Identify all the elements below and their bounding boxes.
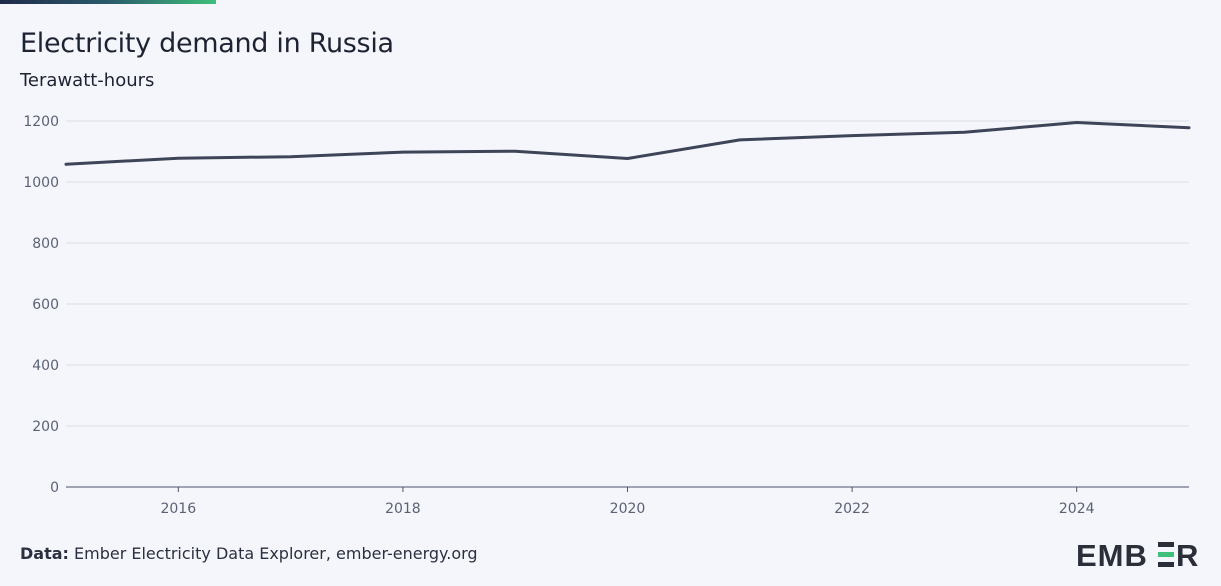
chart-title: Electricity demand in Russia [20, 28, 394, 59]
svg-text:R: R [1176, 538, 1198, 570]
chart-subtitle: Terawatt-hours [20, 70, 155, 91]
series-line [64, 121, 1191, 166]
data-source-text: Ember Electricity Data Explorer, ember-e… [74, 544, 478, 563]
accent-bar [0, 0, 216, 4]
y-tick-label: 400 [32, 358, 59, 374]
data-source: Data: Ember Electricity Data Explorer, e… [20, 544, 478, 563]
y-tick-label: 600 [32, 297, 59, 313]
x-tick-label: 2018 [385, 501, 421, 517]
y-tick-label: 1200 [23, 114, 59, 130]
ember-logo: EMB R [1076, 538, 1198, 570]
y-tick-label: 800 [32, 236, 59, 252]
x-tick-label: 2024 [1059, 501, 1095, 517]
x-tick-label: 2022 [834, 501, 870, 517]
y-tick-label: 1000 [23, 175, 59, 191]
data-source-label: Data: [20, 544, 69, 563]
x-tick-label: 2016 [160, 501, 196, 517]
x-tick-label: 2020 [610, 501, 646, 517]
y-tick-label: 0 [50, 480, 59, 496]
y-tick-label: 200 [32, 419, 59, 435]
svg-text:EMB: EMB [1076, 538, 1148, 570]
